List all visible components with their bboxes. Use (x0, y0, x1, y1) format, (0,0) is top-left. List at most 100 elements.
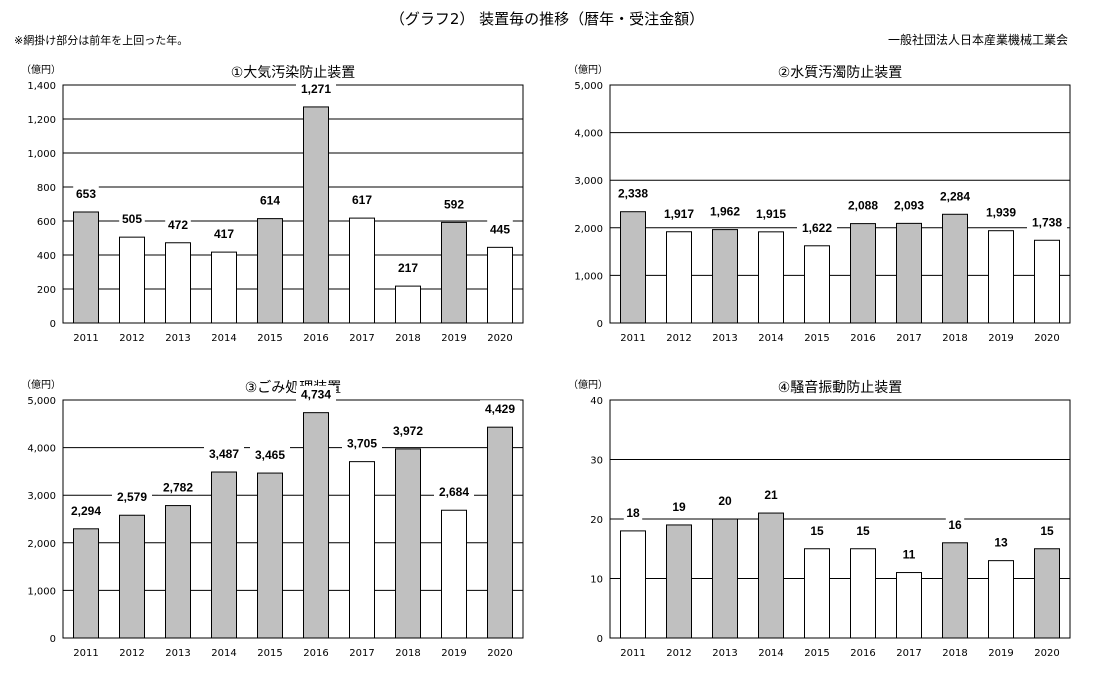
y-tick-label: 1,000 (27, 149, 56, 160)
bar-2012 (666, 231, 692, 324)
data-label: 472 (168, 218, 188, 232)
y-tick-label: 0 (50, 319, 56, 330)
y-tick-label: 2,000 (574, 224, 603, 235)
bar-2014 (211, 251, 237, 324)
x-tick-label: 2013 (712, 333, 737, 344)
data-label: 2,782 (163, 481, 193, 495)
data-label: 592 (444, 197, 464, 211)
bar-2011 (620, 530, 646, 639)
y-tick-label: 4,000 (574, 129, 603, 140)
x-tick-label: 2018 (942, 648, 967, 659)
x-tick-label: 2015 (804, 648, 829, 659)
x-tick-label: 2012 (666, 333, 691, 344)
bar-2017 (349, 461, 375, 639)
data-label-bg (158, 478, 198, 495)
bar-2014 (211, 471, 237, 639)
data-label: 16 (948, 518, 962, 532)
data-label-bg (395, 259, 421, 276)
x-tick-label: 2014 (758, 333, 783, 344)
bar-2012 (119, 514, 145, 639)
unit-label: （億円） (21, 63, 61, 76)
bar-2011 (73, 528, 99, 639)
bar-2020 (487, 246, 513, 324)
data-label: 18 (626, 506, 640, 520)
data-label-bg (613, 184, 653, 201)
x-tick-label: 2019 (988, 333, 1013, 344)
bar-2015 (257, 218, 283, 324)
data-label-bg (889, 196, 929, 213)
chart-waste-treatment: ③ごみ処理装置（億円）01,0002,0003,0004,0005,0002,2… (21, 378, 524, 659)
data-label: 3,487 (209, 447, 239, 461)
data-label-bg (1037, 521, 1057, 538)
bar-2017 (896, 222, 922, 324)
x-tick-label: 2014 (211, 333, 236, 344)
y-tick-label: 40 (590, 396, 603, 407)
data-label: 2,088 (848, 199, 878, 213)
x-tick-label: 2011 (620, 648, 645, 659)
bar-2018 (942, 213, 968, 324)
data-label: 1,271 (301, 82, 331, 96)
x-tick-label: 2011 (73, 648, 98, 659)
unit-label: （億円） (21, 378, 61, 391)
data-label: 15 (810, 524, 824, 538)
unit-label: （億円） (568, 63, 608, 76)
data-label: 15 (856, 524, 870, 538)
x-tick-label: 2019 (441, 333, 466, 344)
data-label-bg (257, 191, 283, 208)
data-label: 3,465 (255, 448, 285, 462)
data-label-bg (659, 204, 699, 221)
x-tick-label: 2018 (395, 648, 420, 659)
data-label-bg (296, 385, 336, 402)
chart-title: ①大気汚染防止装置 (231, 65, 356, 81)
bar-2019 (988, 230, 1014, 324)
data-label-bg (487, 220, 513, 237)
y-tick-label: 30 (590, 456, 603, 467)
data-label: 4,734 (301, 388, 331, 402)
x-tick-label: 2014 (211, 648, 236, 659)
bar-2014 (758, 512, 784, 639)
data-label: 20 (718, 494, 732, 508)
y-tick-label: 2,000 (27, 539, 56, 550)
data-label-bg (1027, 213, 1067, 230)
data-label-bg (434, 483, 474, 500)
data-label: 3,972 (393, 424, 423, 438)
data-label: 4,429 (485, 402, 515, 416)
data-label-bg (204, 445, 244, 462)
data-label: 2,284 (940, 189, 970, 203)
x-tick-label: 2018 (395, 333, 420, 344)
x-tick-label: 2019 (441, 648, 466, 659)
bar-2013 (712, 229, 738, 324)
chart-water-pollution: ②水質汚濁防止装置 （億円） 0 1,000 2,000 3,000 4,000 5,000 2… (568, 63, 1071, 344)
x-tick-label: 2017 (896, 648, 921, 659)
data-label: 3,705 (347, 437, 377, 451)
x-tick-label: 2013 (165, 333, 190, 344)
x-tick-label: 2015 (257, 333, 282, 344)
bar-2019 (988, 560, 1014, 639)
y-tick-label: 0 (597, 634, 603, 645)
x-tick-label: 2017 (349, 333, 374, 344)
bar-2011 (73, 211, 99, 324)
x-tick-label: 2020 (487, 648, 512, 659)
data-label-bg (480, 400, 520, 417)
data-label: 11 (903, 548, 916, 562)
bar-2016 (303, 106, 329, 324)
data-label: 19 (672, 500, 686, 514)
data-label-bg (165, 215, 191, 232)
data-label-bg (715, 492, 735, 508)
data-label: 2,294 (71, 504, 101, 518)
x-tick-label: 2020 (487, 333, 512, 344)
y-tick-label: 1,000 (27, 586, 56, 597)
x-tick-label: 2011 (620, 333, 645, 344)
data-label: 13 (994, 536, 1008, 550)
x-tick-label: 2013 (165, 648, 190, 659)
y-tick-label: 20 (590, 515, 603, 526)
chart-noise-vibration: ④騒音振動防止装置（億円）010203040182011192012202013… (568, 378, 1071, 659)
data-label: 1,738 (1032, 215, 1062, 229)
y-tick-label: 1,400 (27, 81, 56, 92)
data-label-bg (669, 497, 689, 514)
bar-2016 (850, 223, 876, 324)
x-tick-label: 2014 (758, 648, 783, 659)
y-tick-label: 1,000 (574, 271, 603, 282)
data-label-bg (935, 187, 975, 204)
x-tick-label: 2016 (303, 333, 328, 344)
